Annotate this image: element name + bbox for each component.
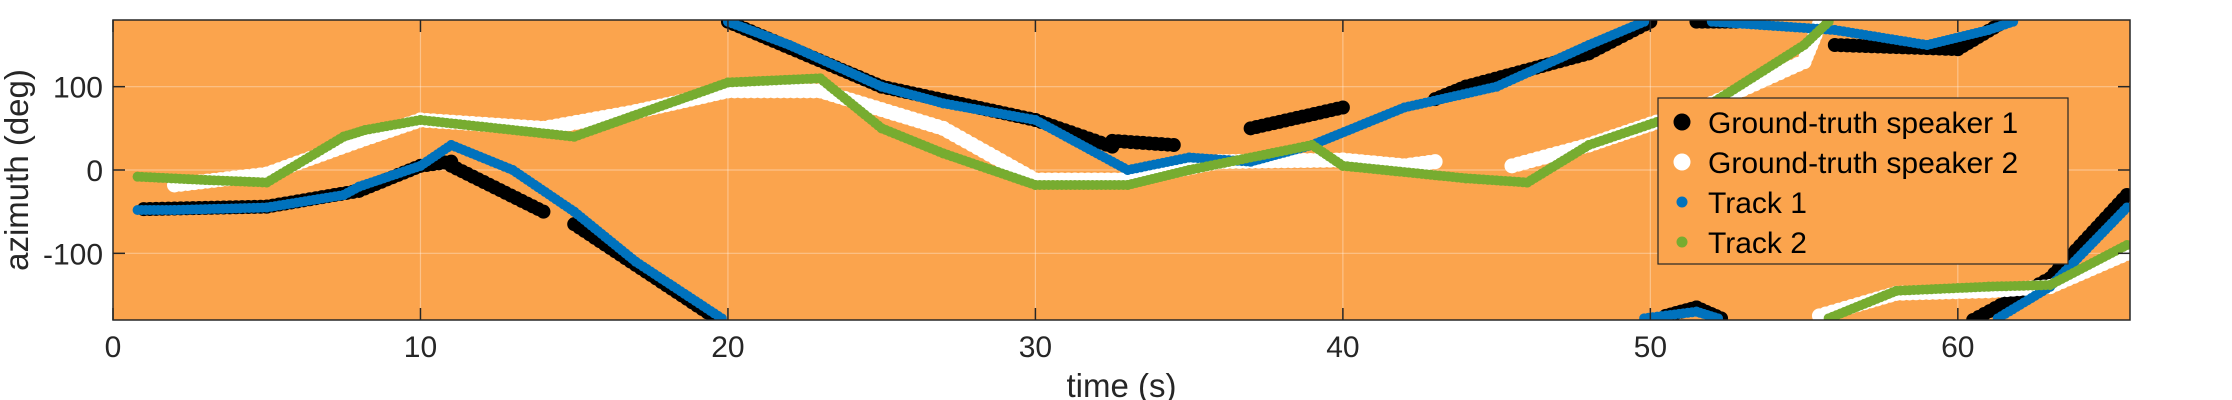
data-point [2119, 188, 2130, 202]
data-point [1427, 154, 1443, 170]
legend-label: Track 1 [1708, 187, 1807, 220]
x-tick-label: 20 [711, 331, 744, 364]
x-tick-label: 50 [1634, 331, 1667, 364]
data-point [2008, 20, 2019, 27]
legend-item: Ground-truth speaker 2 [1673, 147, 2018, 180]
legend-item: Ground-truth speaker 1 [1673, 107, 2018, 140]
data-point [1166, 138, 1181, 152]
data-point [1639, 20, 1650, 27]
x-axis-label: time (s) [1067, 367, 1177, 400]
axes [112, 19, 2131, 321]
x-tick-label: 10 [404, 331, 437, 364]
x-tick-label: 0 [105, 331, 122, 364]
legend-marker [1676, 236, 1688, 248]
y-tick-label: 0 [86, 155, 103, 188]
legend-marker [1673, 113, 1691, 131]
legend-label: Ground-truth speaker 1 [1708, 107, 2018, 140]
legend-box [1657, 97, 2069, 265]
y-axis-label: azimuth (deg) [0, 69, 35, 271]
tick-labels: 0 10 20 30 40 50 60 -100 0 100 [43, 72, 1975, 364]
data-point [2121, 240, 2130, 250]
data-point [1712, 313, 1723, 320]
data-point [536, 204, 551, 219]
legend: Ground-truth speaker 1 Ground-truth speak… [1657, 97, 2069, 265]
y-tick-label: -100 [43, 238, 103, 271]
legend-item: Track 2 [1676, 227, 1807, 260]
series-4 [132, 20, 2130, 320]
legend-marker [1676, 196, 1688, 208]
data-point [1335, 100, 1350, 115]
data-point [2121, 202, 2130, 213]
data-point [1823, 20, 1834, 27]
data-series [132, 20, 2130, 320]
legend-label: Ground-truth speaker 2 [1708, 147, 2018, 180]
x-tick-label: 30 [1019, 331, 1052, 364]
legend-item: Track 1 [1676, 187, 1807, 220]
y-tick-label: 100 [53, 72, 103, 105]
legend-label: Track 2 [1708, 227, 1807, 260]
x-tick-label: 40 [1326, 331, 1359, 364]
legend-marker [1673, 153, 1691, 171]
x-tick-label: 60 [1941, 331, 1974, 364]
data-point [716, 313, 727, 320]
